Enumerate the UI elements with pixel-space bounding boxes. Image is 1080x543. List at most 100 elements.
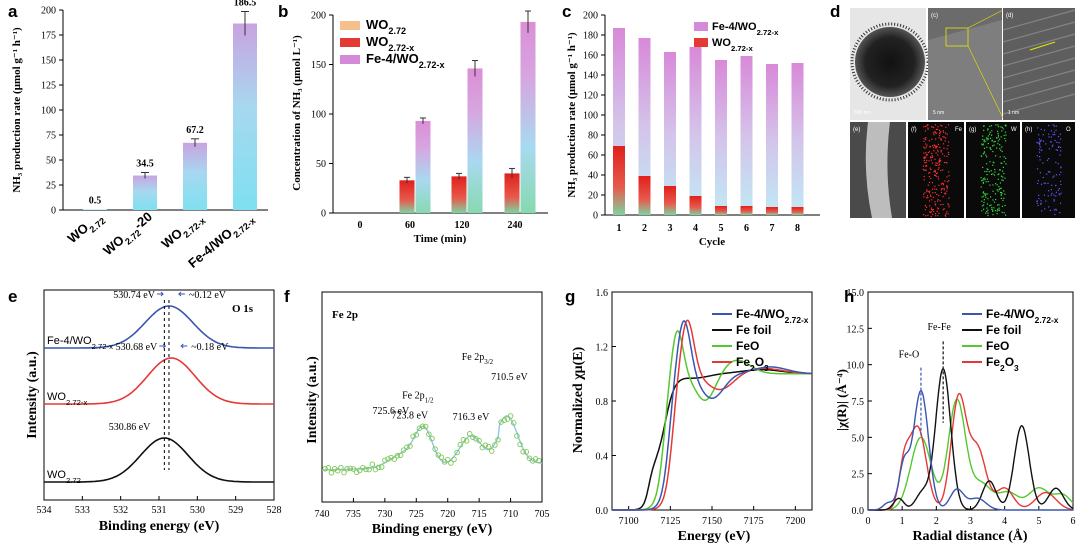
map-dot [999,191,1002,193]
c-bar-wo [664,186,676,215]
f-data-point [429,435,435,442]
map-dot [926,164,928,167]
map-dot [983,204,985,206]
g-ytick-label: 0.0 [596,506,609,517]
f-data-point [523,449,530,455]
map-dot [1054,139,1056,142]
map-dot [1050,194,1052,196]
map-dot [923,152,925,154]
panel-b-letter: b [278,2,288,21]
f-data-point [463,438,470,444]
map-dot [992,210,994,212]
map-dot [928,140,930,142]
map-dot [934,213,937,215]
map-dot [1036,202,1038,204]
map-dot [934,170,936,172]
a-ytick-label: 175 [41,31,56,42]
c-xtick-label: 2 [642,223,647,234]
map-dot [938,161,940,163]
map-dot [986,178,988,180]
map-dot [1039,141,1041,143]
tile-1-scalebar: 500 nm [854,110,871,116]
map-dot [990,173,993,175]
map-dot [935,162,937,164]
map-dot [985,137,988,139]
map-dot [934,158,936,160]
b-ylabel: Concentration of NH₃ (μmol L⁻¹) [291,35,303,191]
map-dot [1003,172,1005,175]
map-dot [989,205,991,207]
map-red-dots [922,124,950,218]
map-dot [989,137,992,139]
map-dot [1048,206,1050,208]
map-dot [990,170,992,172]
map-dot [935,188,938,190]
f-data-point [397,452,404,458]
map-dot [1001,211,1003,213]
map-dot [993,207,995,209]
map-dot [940,131,942,133]
map-dot [922,214,925,216]
map-dot [1037,142,1039,144]
map-dot [986,203,989,205]
map-dot [1057,189,1059,191]
f-data-point [369,461,376,467]
map-dot [1059,174,1061,176]
map-dot [925,125,927,128]
map-dot [1055,174,1058,176]
a-ylabel: NH₃ production rate (μmol g⁻¹ h⁻¹) [11,27,23,193]
f-data-point [363,466,369,473]
map-dot [992,173,994,175]
map-dot [995,183,997,185]
a-data-label: 186.5 [234,0,257,9]
e-curve [44,357,274,405]
map-dot [946,176,948,178]
map-dot [1047,182,1049,184]
g-legend-label: Fe foil [736,323,771,337]
map-dot [1052,144,1054,146]
map-dot [997,204,999,206]
map-dot [994,168,996,171]
map-dot [940,151,942,153]
map-dot [987,198,989,200]
map-dot [1001,205,1003,207]
map-dot [946,187,948,189]
tile-6-corner: W [1011,127,1017,133]
b-bar [399,180,415,213]
map-dot [946,185,948,187]
map-dot [927,184,929,186]
map-dot [1049,171,1051,173]
map-dot [943,189,945,191]
map-dot [940,204,942,206]
map-dot [1037,182,1039,184]
map-dot [1058,193,1060,195]
c-ytick-label: 200 [583,11,598,22]
map-dot [944,161,946,164]
map-dot [939,131,941,134]
map-dot [999,182,1001,184]
map-dot [986,163,988,165]
map-dot [1005,214,1007,216]
map-dot [942,196,944,198]
map-dot [927,127,929,129]
map-dot [985,181,987,183]
map-dot [997,190,999,192]
f-data-point [328,470,335,476]
map-dot [939,158,941,160]
e-xtick-label: 533 [75,505,90,516]
map-dot [923,140,925,142]
map-dot [1004,193,1006,195]
h-ytick-label: 7.5 [852,397,865,408]
map-dot [1037,127,1039,129]
map-dot [1048,133,1050,135]
map-dot [996,184,998,186]
map-dot [1005,157,1007,159]
map-dot [1000,136,1002,138]
map-dot [982,144,984,146]
a-xtick-label: WO2.72 [65,209,108,249]
h-ylabel: |χ(R)| (Å⁻⁴) [834,369,849,431]
map-dot [929,157,932,159]
map-dot [991,130,993,132]
map-dot [925,156,927,158]
